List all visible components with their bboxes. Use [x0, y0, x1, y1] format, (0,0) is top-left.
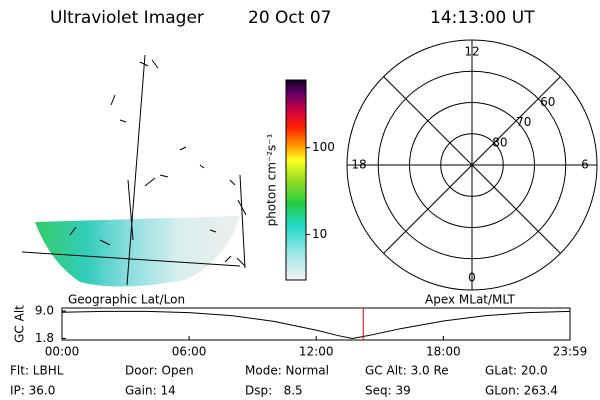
- polar-spoke: [383, 76, 561, 254]
- x-tick-label: 06:00: [172, 345, 207, 359]
- status-field: GLat: 20.0: [485, 364, 548, 378]
- x-tick-label: 00:00: [45, 345, 80, 359]
- ring-label: 80: [492, 135, 507, 149]
- map-caption: Geographic Lat/Lon: [68, 293, 185, 307]
- x-tick-label: 12:00: [299, 345, 334, 359]
- mlt-label: 6: [581, 158, 589, 172]
- status-field: Flt: LBHL: [10, 364, 64, 378]
- geographic-map: [21, 54, 247, 287]
- colorbar: [285, 79, 307, 281]
- title: Ultraviolet Imager: [50, 8, 204, 28]
- mlt-label: 12: [464, 45, 479, 59]
- status-field: GLon: 263.4: [485, 384, 558, 398]
- status-field: Gain: 14: [125, 384, 176, 398]
- x-tick-label: 18:00: [426, 345, 461, 359]
- x-tick-label: 23:59: [553, 345, 588, 359]
- status-field: Dsp: 8.5: [245, 384, 303, 398]
- altitude-line: [61, 310, 571, 339]
- status-field: Door: Open: [125, 364, 194, 378]
- colorbar-label: photon cm⁻²s⁻¹: [265, 133, 279, 226]
- alt-panel: [61, 307, 571, 341]
- mlt-label: 0: [468, 271, 476, 285]
- ring-label: 60: [540, 95, 555, 109]
- ring-label: 70: [516, 115, 531, 129]
- polar-ring: [409, 102, 535, 228]
- time: 14:13:00 UT: [430, 8, 535, 28]
- status-field: Seq: 39: [365, 384, 411, 398]
- polar-ring: [377, 70, 567, 260]
- status-field: Mode: Normal: [245, 364, 329, 378]
- colorbar-tick-label: 10: [312, 227, 327, 241]
- y-tick-label: 9.0: [35, 304, 54, 318]
- status-field: IP: 36.0: [10, 384, 55, 398]
- mlt-label: 18: [351, 158, 366, 172]
- y-tick-label: 1.8: [35, 331, 54, 345]
- status-field: GC Alt: 3.0 Re: [365, 364, 449, 378]
- colorbar-tick-label: 100: [312, 140, 335, 154]
- alt-label: GC Alt: [13, 305, 27, 343]
- polar-caption: Apex MLat/MLT: [425, 293, 515, 307]
- date: 20 Oct 07: [248, 8, 331, 28]
- polar-ring: [440, 133, 504, 197]
